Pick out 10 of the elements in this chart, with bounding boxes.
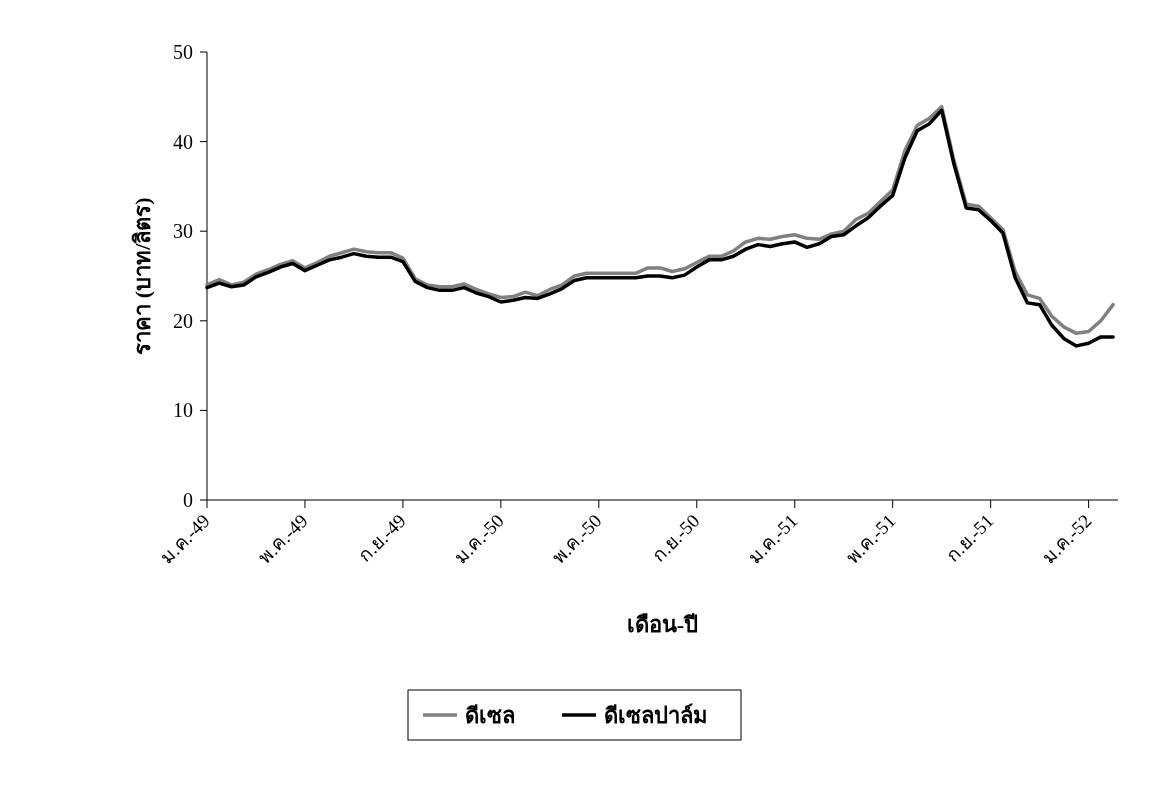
y-axis-title: ราคา (บาท/ลิตร) xyxy=(130,197,155,355)
y-tick-label: 30 xyxy=(173,220,193,243)
x-axis-title: เดือน-ปี xyxy=(626,612,699,637)
y-tick-label: 0 xyxy=(183,489,193,511)
y-tick-label: 40 xyxy=(173,130,193,153)
y-tick-label: 10 xyxy=(173,399,193,422)
y-tick-label: 20 xyxy=(173,309,193,332)
legend-label: ดีเซล xyxy=(465,703,515,728)
y-tick-label: 50 xyxy=(173,41,193,63)
legend-label: ดีเซลปาล์ม xyxy=(604,703,708,728)
